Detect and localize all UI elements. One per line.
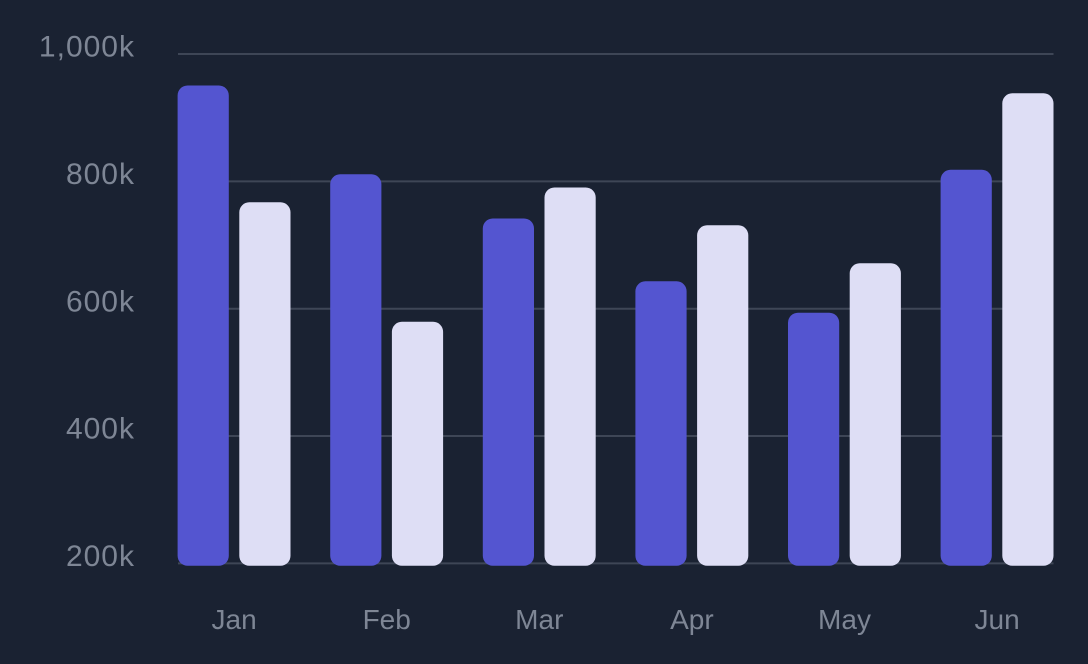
svg-text:200k: 200k (66, 540, 135, 573)
svg-text:Feb: Feb (363, 604, 411, 635)
svg-text:May: May (818, 604, 871, 635)
svg-text:Apr: Apr (670, 604, 714, 635)
svg-text:Jan: Jan (212, 604, 257, 635)
svg-text:Mar: Mar (515, 604, 563, 635)
svg-text:1,000k: 1,000k (39, 31, 135, 64)
svg-text:800k: 800k (66, 158, 135, 191)
svg-text:400k: 400k (66, 413, 135, 446)
svg-text:Jun: Jun (975, 604, 1020, 635)
svg-text:600k: 600k (66, 285, 135, 318)
